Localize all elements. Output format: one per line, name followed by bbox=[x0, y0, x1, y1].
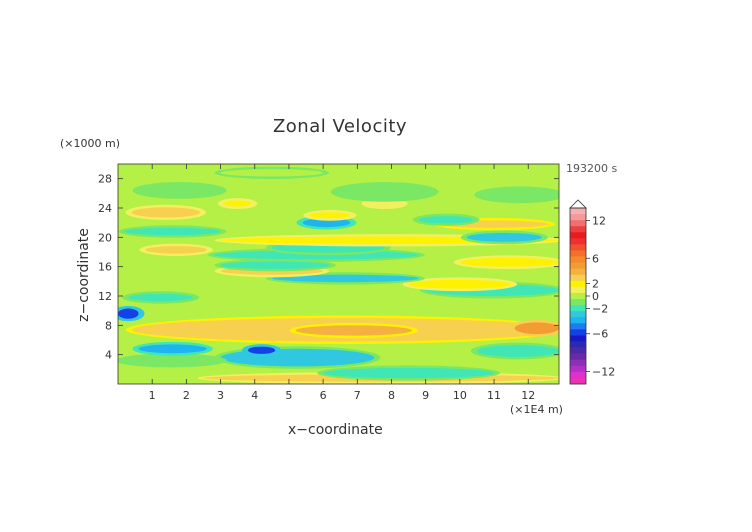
x-tick-label: 6 bbox=[320, 389, 327, 402]
colorbar-segment bbox=[570, 238, 586, 245]
field-band bbox=[220, 169, 324, 177]
colorbar-segment bbox=[570, 268, 586, 276]
field-band bbox=[476, 345, 559, 357]
colorbar-segment bbox=[570, 299, 586, 306]
colorbar-tick-label: −6 bbox=[592, 328, 608, 341]
field-band bbox=[309, 212, 351, 219]
x-tick-label: 8 bbox=[388, 389, 395, 402]
colorbar-segment bbox=[570, 371, 586, 379]
x-tick-label: 5 bbox=[285, 389, 292, 402]
colorbar-segment bbox=[570, 262, 586, 269]
field-band bbox=[367, 200, 402, 207]
field-band bbox=[466, 232, 542, 242]
y-tick-label: 16 bbox=[98, 261, 112, 274]
colorbar-segment bbox=[570, 226, 586, 233]
field-band bbox=[131, 207, 201, 218]
field-band bbox=[271, 274, 419, 283]
field-band bbox=[128, 293, 194, 302]
y-tick-label: 20 bbox=[98, 231, 112, 244]
colorbar-segment bbox=[570, 377, 586, 385]
x-tick-label: 4 bbox=[251, 389, 258, 402]
colorbar-segment bbox=[570, 280, 586, 288]
field-band bbox=[295, 325, 412, 336]
x-tick-label: 12 bbox=[521, 389, 535, 402]
x-axis-label: x−coordinate bbox=[288, 422, 383, 438]
field-band bbox=[121, 356, 221, 365]
colorbar-tick-label: −12 bbox=[592, 365, 615, 378]
x-tick-label: 9 bbox=[422, 389, 429, 402]
x-tick-label: 1 bbox=[149, 389, 156, 402]
colorbar-segment bbox=[570, 305, 586, 312]
colorbar-segment bbox=[570, 232, 586, 239]
colorbar-segment bbox=[570, 347, 586, 354]
y-tick-label: 4 bbox=[105, 349, 112, 362]
colorbar-segment bbox=[570, 365, 586, 373]
x-tick-label: 10 bbox=[453, 389, 467, 402]
colorbar-segment bbox=[570, 220, 586, 227]
y-axis-unit: (×1000 m) bbox=[60, 137, 121, 150]
time-label: 193200 s bbox=[566, 162, 618, 175]
field-band bbox=[247, 346, 276, 354]
field-band bbox=[138, 344, 207, 354]
colorbar-segment bbox=[570, 329, 586, 336]
colorbar-segment bbox=[570, 323, 586, 330]
colorbar-tick-label: 2 bbox=[592, 277, 599, 290]
colorbar-tick-label: 6 bbox=[592, 252, 599, 265]
colorbar-arrow bbox=[569, 199, 587, 209]
colorbar-segment bbox=[570, 250, 586, 257]
y-tick-label: 12 bbox=[98, 290, 112, 303]
colorbar-segment bbox=[570, 208, 586, 215]
colorbar-segment bbox=[570, 274, 586, 282]
colorbar-segment bbox=[570, 335, 586, 342]
velocity-field bbox=[118, 164, 559, 384]
field-band bbox=[514, 322, 559, 335]
field-band bbox=[408, 279, 512, 289]
colorbar-segment bbox=[570, 286, 586, 294]
colorbar-segment bbox=[570, 353, 586, 361]
field-band bbox=[220, 261, 330, 269]
x-tick-label: 3 bbox=[217, 389, 224, 402]
field-band bbox=[118, 308, 139, 319]
colorbar-segment bbox=[570, 214, 586, 221]
colorbar-segment bbox=[570, 244, 586, 251]
y-tick-label: 24 bbox=[98, 202, 112, 215]
colorbar-tick-label: −2 bbox=[592, 303, 608, 316]
colorbar-segment bbox=[570, 292, 586, 300]
field-band bbox=[336, 184, 433, 200]
colorbar-segment bbox=[570, 359, 586, 367]
x-axis-unit: (×1E4 m) bbox=[510, 403, 563, 416]
y-axis-label: z−coordinate bbox=[76, 228, 92, 322]
field-band bbox=[480, 188, 559, 201]
field-band bbox=[223, 200, 252, 207]
x-tick-label: 11 bbox=[487, 389, 501, 402]
x-tick-label: 2 bbox=[183, 389, 190, 402]
colorbar-segment bbox=[570, 311, 586, 318]
x-tick-label: 7 bbox=[354, 389, 361, 402]
field-band bbox=[138, 184, 221, 197]
field-band bbox=[145, 246, 207, 254]
field-band bbox=[323, 367, 495, 379]
field-band bbox=[124, 227, 221, 236]
colorbar: 12 6 20−2 −6 −12 bbox=[569, 199, 615, 385]
y-tick-label: 28 bbox=[98, 173, 112, 186]
colorbar-segment bbox=[570, 341, 586, 348]
colorbar-segment bbox=[570, 256, 586, 263]
colorbar-tick-label: 0 bbox=[592, 290, 599, 303]
field-band bbox=[418, 216, 474, 224]
field-band bbox=[459, 257, 559, 267]
plot-frame bbox=[117, 163, 560, 385]
colorbar-tick-label: 12 bbox=[592, 215, 606, 228]
chart-title: Zonal Velocity bbox=[272, 116, 408, 137]
colorbar-segment bbox=[570, 317, 586, 324]
y-tick-label: 8 bbox=[105, 319, 112, 332]
